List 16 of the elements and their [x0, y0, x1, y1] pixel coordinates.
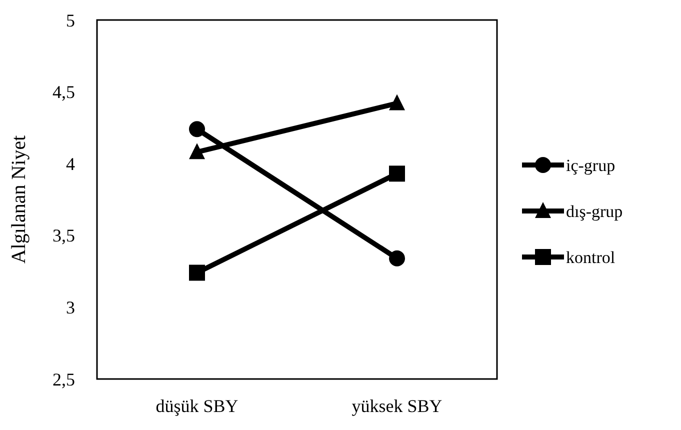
y-tick-label: 4,5 [52, 82, 75, 102]
x-tick-label: yüksek SBY [352, 396, 442, 416]
y-tick-label: 4 [66, 154, 75, 174]
point [189, 264, 205, 281]
point [389, 166, 405, 182]
y-tick-label: 2,5 [52, 369, 75, 390]
y-tick-label: 3 [66, 298, 75, 318]
legend-label: dış-grup [566, 202, 623, 221]
y-axis-title: Algılanan Niyet [8, 134, 30, 264]
legend-label: iç-grup [566, 156, 616, 175]
y-tick-label: 3,5 [52, 226, 75, 246]
point [189, 121, 205, 138]
legend-label: kontrol [566, 248, 616, 267]
x-tick-label: düşük SBY [156, 396, 238, 416]
y-tick-label: 5 [66, 10, 75, 30]
point [389, 250, 405, 266]
